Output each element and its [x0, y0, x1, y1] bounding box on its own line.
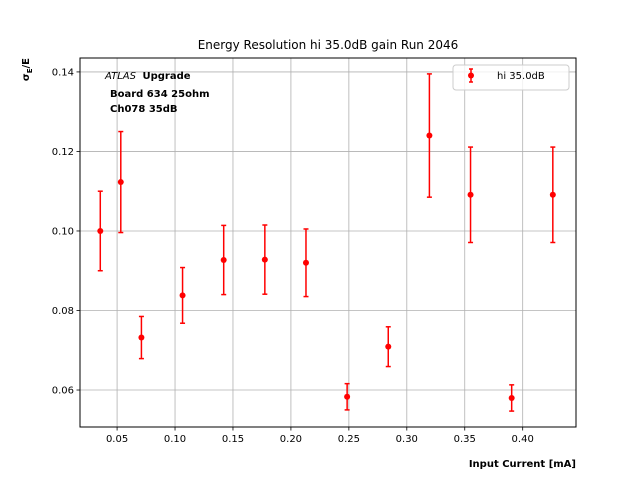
- point-marker: [549, 191, 556, 198]
- data-point: [302, 228, 309, 298]
- upgrade-label: Upgrade: [142, 71, 190, 82]
- x-tick-label: 0.05: [106, 434, 128, 445]
- x-axis-label: Input Current [mA]: [469, 459, 576, 470]
- data-point: [508, 384, 515, 412]
- point-marker: [261, 256, 268, 263]
- legend-marker: [468, 68, 474, 83]
- y-tick-label: 0.14: [52, 67, 74, 78]
- x-tick-label: 0.40: [512, 434, 534, 445]
- board-label: Board 634 25ohm: [110, 89, 210, 100]
- data-point: [261, 224, 268, 295]
- svg-text:ATLAS Upgrade: ATLAS Upgrade: [104, 71, 191, 82]
- point-marker: [138, 334, 145, 341]
- point-marker: [220, 256, 227, 263]
- data-point: [117, 130, 124, 234]
- x-tick-label: 0.35: [454, 434, 476, 445]
- atlas-label: ATLAS: [104, 71, 137, 82]
- data-point: [220, 224, 227, 296]
- data-point: [426, 73, 433, 198]
- x-tick-label: 0.10: [164, 434, 186, 445]
- data-point: [179, 266, 186, 324]
- data-point: [549, 146, 556, 244]
- data-point: [97, 190, 104, 272]
- point-marker: [117, 179, 124, 186]
- plot-area: [97, 73, 556, 412]
- axis-ticks: 0.05 0.10 0.15 0.20 0.25 0.30 0.35 0.40 0.06 0.08…: [52, 67, 534, 445]
- x-tick-label: 0.20: [280, 434, 302, 445]
- legend: hi 35.0dB: [452, 64, 570, 91]
- point-marker: [467, 191, 474, 198]
- channel-label: Ch078 35dB: [110, 104, 178, 115]
- data-point: [467, 146, 474, 244]
- y-axis-label: σE/E: [21, 58, 34, 81]
- point-marker: [179, 292, 186, 299]
- chart-title: Energy Resolution hi 35.0dB gain Run 204…: [198, 38, 459, 52]
- y-tick-label: 0.08: [52, 306, 74, 317]
- y-tick-label: 0.06: [52, 386, 74, 397]
- data-point: [138, 315, 145, 360]
- point-marker: [426, 132, 433, 139]
- legend-label: hi 35.0dB: [497, 71, 545, 82]
- point-marker: [385, 343, 392, 350]
- x-tick-label: 0.25: [338, 434, 360, 445]
- x-tick-label: 0.15: [222, 434, 244, 445]
- plot-frame: [79, 57, 577, 428]
- point-marker: [344, 393, 351, 400]
- data-point: [385, 326, 392, 368]
- legend-box: [452, 64, 570, 91]
- y-tick-label: 0.10: [52, 226, 74, 237]
- data-point: [344, 382, 351, 411]
- x-tick-label: 0.30: [396, 434, 418, 445]
- point-marker: [97, 227, 104, 234]
- y-tick-label: 0.12: [52, 147, 74, 158]
- point-marker: [302, 259, 309, 266]
- atlas-annotation: ATLAS Upgrade Board 634 25ohm Ch078 35dB: [104, 71, 210, 115]
- point-marker: [508, 394, 515, 401]
